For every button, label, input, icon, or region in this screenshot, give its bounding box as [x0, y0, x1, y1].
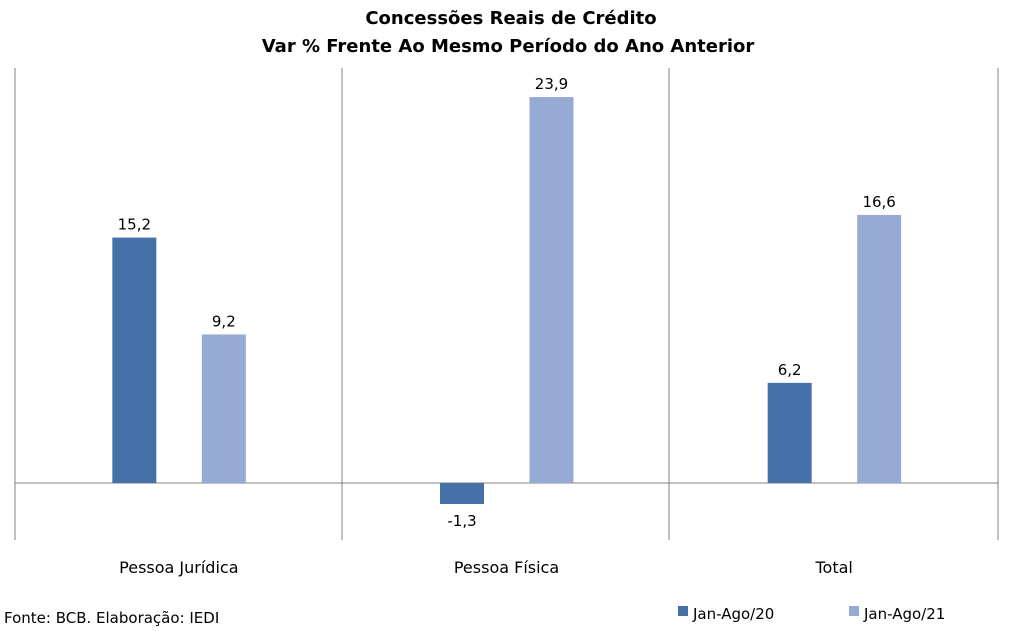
legend: Jan-Ago/20 Jan-Ago/21: [678, 605, 945, 623]
bar-jan-ago-20-pessoa-fisica: [440, 483, 484, 504]
legend-label-jan-ago-21: Jan-Ago/21: [863, 605, 945, 623]
category-labels: Pessoa Jurídica Pessoa Física Total: [119, 558, 853, 577]
bar-labels: 15,2 9,2 -1,3 23,9 6,2 16,6: [118, 75, 896, 530]
data-label-jan-ago-20-total: 6,2: [778, 361, 802, 379]
legend-label-jan-ago-20: Jan-Ago/20: [692, 605, 774, 623]
bar-jan-ago-21-pessoa-fisica: [529, 97, 574, 483]
legend-swatch-jan-ago-20: [678, 606, 688, 616]
category-label-total: Total: [814, 558, 852, 577]
category-label-pessoa-fisica: Pessoa Física: [454, 558, 559, 577]
source-note: Fonte: BCB. Elaboração: IEDI: [4, 609, 219, 627]
data-label-jan-ago-21-pessoa-juridica: 9,2: [212, 312, 236, 330]
bars: [112, 97, 902, 504]
data-label-jan-ago-20-pessoa-fisica: -1,3: [447, 512, 476, 530]
bar-jan-ago-20-pessoa-juridica: [112, 237, 157, 483]
bar-jan-ago-20-total: [767, 382, 812, 483]
chart-title: Concessões Reais de Crédito: [365, 8, 656, 29]
data-label-jan-ago-21-total: 16,6: [862, 193, 895, 211]
frame-lines: [14, 68, 999, 540]
chart-subtitle: Var % Frente Ao Mesmo Período do Ano Ant…: [262, 36, 755, 57]
category-label-pessoa-juridica: Pessoa Jurídica: [119, 558, 238, 577]
bar-jan-ago-21-total: [857, 214, 902, 483]
bar-jan-ago-21-pessoa-juridica: [201, 334, 246, 483]
data-label-jan-ago-21-pessoa-fisica: 23,9: [535, 75, 568, 93]
data-label-jan-ago-20-pessoa-juridica: 15,2: [118, 216, 151, 234]
legend-swatch-jan-ago-21: [849, 606, 859, 616]
